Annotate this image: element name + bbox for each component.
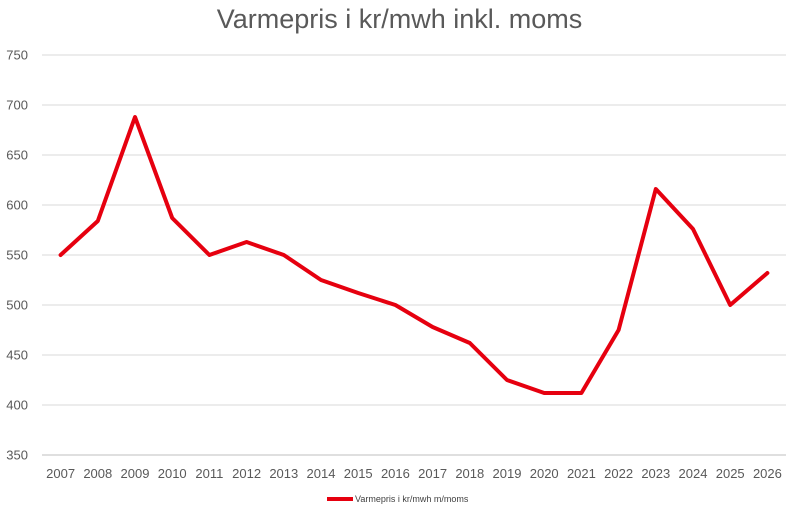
y-tick-label: 700 — [6, 98, 28, 113]
x-axis-tick-labels: 2007 2008 2009 2010 2011 2012 2013 2014 2015 2016… — [46, 466, 782, 481]
x-tick-label: 2014 — [307, 466, 336, 481]
series-line-0 — [58, 115, 770, 395]
y-tick-label: 650 — [6, 148, 28, 163]
x-tick-label: 2019 — [493, 466, 522, 481]
y-tick-label: 350 — [6, 448, 28, 463]
x-tick-label: 2020 — [530, 466, 559, 481]
y-tick-label: 500 — [6, 298, 28, 313]
legend: Varmepris i kr/mwh m/moms — [327, 494, 469, 504]
x-tick-label: 2025 — [716, 466, 745, 481]
y-tick-label: 450 — [6, 348, 28, 363]
legend-label: Varmepris i kr/mwh m/moms — [355, 494, 469, 504]
y-tick-label: 600 — [6, 198, 28, 213]
y-tick-label: 750 — [6, 48, 28, 63]
y-axis-tick-labels: 350 400 450 500 550 600 650 700 750 — [6, 48, 28, 463]
x-tick-label: 2021 — [567, 466, 596, 481]
gridlines — [42, 54, 786, 406]
x-tick-label: 2023 — [641, 466, 670, 481]
series-layer — [58, 115, 770, 395]
x-tick-label: 2018 — [455, 466, 484, 481]
x-tick-label: 2016 — [381, 466, 410, 481]
x-tick-label: 2011 — [195, 466, 223, 481]
x-tick-label: 2012 — [232, 466, 261, 481]
x-tick-label: 2026 — [753, 466, 782, 481]
x-tick-label: 2013 — [269, 466, 298, 481]
x-tick-label: 2022 — [604, 466, 633, 481]
x-tick-label: 2007 — [46, 466, 75, 481]
x-tick-label: 2008 — [83, 466, 112, 481]
x-tick-label: 2017 — [418, 466, 447, 481]
x-tick-label: 2009 — [121, 466, 150, 481]
y-tick-label: 400 — [6, 398, 28, 413]
x-tick-label: 2015 — [344, 466, 373, 481]
chart-title: Varmepris i kr/mwh inkl. moms — [216, 4, 583, 34]
x-tick-label: 2024 — [679, 466, 708, 481]
x-tick-label: 2010 — [158, 466, 187, 481]
y-tick-label: 550 — [6, 248, 28, 263]
